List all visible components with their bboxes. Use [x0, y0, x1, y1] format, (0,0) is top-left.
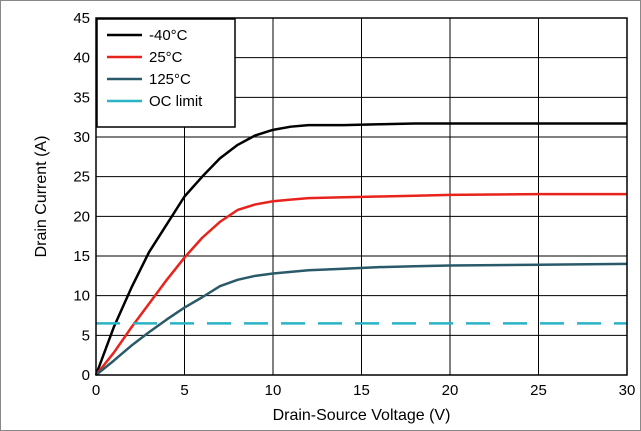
x-tick-label: 30 — [619, 382, 636, 399]
y-tick-label: 10 — [73, 288, 90, 305]
x-axis-title: Drain-Source Voltage (V) — [273, 407, 451, 424]
x-tick-label: 15 — [353, 382, 370, 399]
legend-label-3: OC limit — [149, 93, 203, 110]
y-tick-label: 35 — [73, 89, 90, 106]
legend-label-2: 125°C — [149, 71, 191, 88]
legend-label-1: 25°C — [149, 49, 183, 66]
y-tick-label: 45 — [73, 10, 90, 27]
y-tick-label: 15 — [73, 248, 90, 265]
x-tick-label: 0 — [92, 382, 100, 399]
series-line-2 — [95, 262, 628, 376]
plot-area-frame — [95, 17, 628, 376]
series-lines — [94, 122, 628, 376]
y-tick-label: 20 — [73, 208, 90, 225]
x-tick-label: 20 — [442, 382, 459, 399]
tick-labels: 0 5 10 15 20 25 30 0 5 10 15 20 25 30 35 40 45 — [73, 10, 635, 399]
legend-box — [96, 18, 236, 128]
x-tick-label: 5 — [180, 382, 188, 399]
y-tick-label: 5 — [82, 327, 90, 344]
y-tick-label: 0 — [82, 367, 90, 384]
x-tick-label: 25 — [530, 382, 547, 399]
series-line-1 — [95, 192, 627, 376]
x-tick-label: 10 — [265, 382, 282, 399]
y-tick-label: 40 — [73, 50, 90, 67]
legend: -40°C 25°C 125°C OC limit — [96, 18, 236, 128]
y-tick-label: 30 — [73, 129, 90, 146]
y-tick-label: 25 — [73, 169, 90, 186]
legend-label-0: -40°C — [149, 27, 188, 44]
series-line-0 — [94, 122, 627, 376]
y-axis-title: Drain Current (A) — [33, 136, 50, 258]
